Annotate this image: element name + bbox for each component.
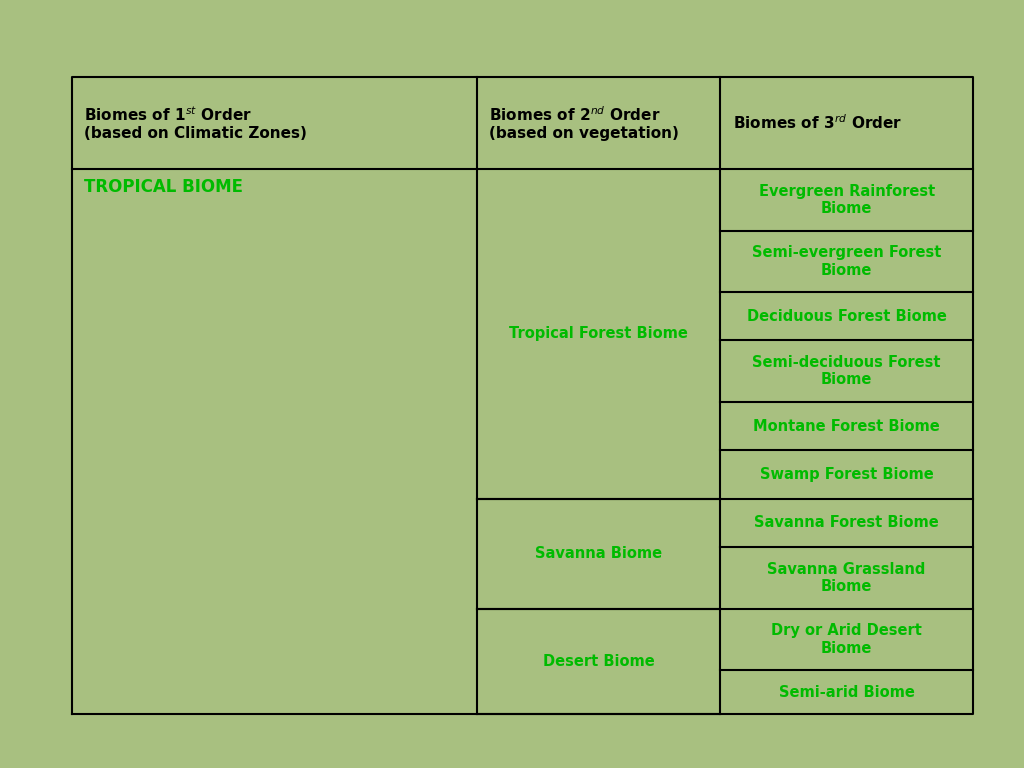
Text: Semi-deciduous Forest
Biome: Semi-deciduous Forest Biome (753, 355, 941, 387)
Text: Semi-evergreen Forest
Biome: Semi-evergreen Forest Biome (752, 245, 941, 277)
Text: Savanna Forest Biome: Savanna Forest Biome (755, 515, 939, 531)
Text: Savanna Biome: Savanna Biome (536, 546, 663, 561)
Text: Biomes of 1$^{st}$ Order
(based on Climatic Zones): Biomes of 1$^{st}$ Order (based on Clima… (84, 104, 307, 141)
Text: TROPICAL BIOME: TROPICAL BIOME (84, 178, 243, 197)
Text: Tropical Forest Biome: Tropical Forest Biome (509, 326, 688, 341)
Text: Dry or Arid Desert
Biome: Dry or Arid Desert Biome (771, 624, 922, 656)
Text: Deciduous Forest Biome: Deciduous Forest Biome (746, 309, 946, 324)
Text: Swamp Forest Biome: Swamp Forest Biome (760, 467, 934, 482)
Text: Biomes of 3$^{rd}$ Order: Biomes of 3$^{rd}$ Order (733, 114, 902, 132)
Text: Montane Forest Biome: Montane Forest Biome (754, 419, 940, 434)
Text: Desert Biome: Desert Biome (543, 654, 654, 669)
Text: Biomes of 2$^{nd}$ Order
(based on vegetation): Biomes of 2$^{nd}$ Order (based on veget… (489, 104, 679, 141)
Text: Evergreen Rainforest
Biome: Evergreen Rainforest Biome (759, 184, 935, 216)
Text: Semi-arid Biome: Semi-arid Biome (778, 685, 914, 700)
Text: Savanna Grassland
Biome: Savanna Grassland Biome (767, 561, 926, 594)
